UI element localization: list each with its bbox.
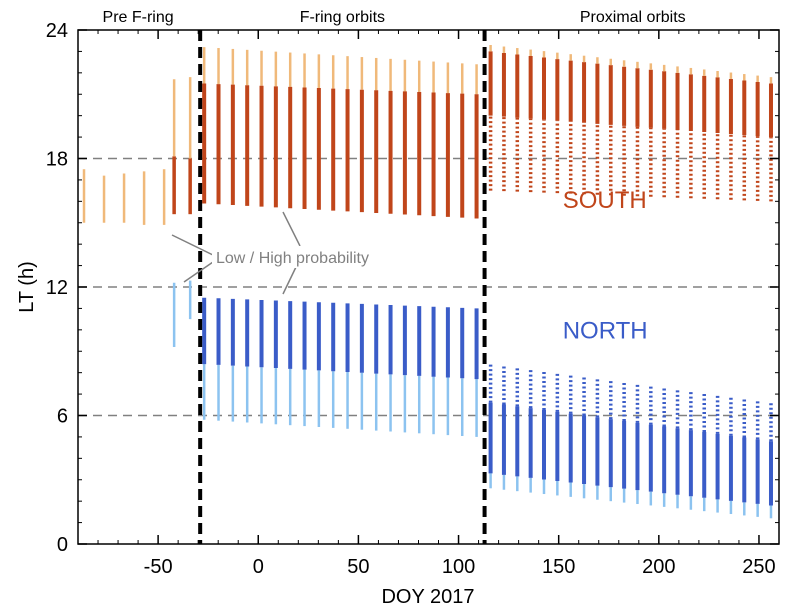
y-tick-label: 6	[57, 406, 68, 428]
x-tick-label: 0	[253, 556, 264, 578]
y-tick-label: 0	[57, 534, 68, 556]
phase-label: Proximal orbits	[580, 9, 686, 26]
annotation-text: Low / High probability	[216, 250, 369, 267]
y-axis-title: LT (h)	[16, 261, 38, 313]
reference-lines	[78, 157, 779, 417]
phase-label: F-ring orbits	[300, 9, 385, 26]
x-tick-label: 250	[742, 556, 775, 578]
y-tick-label: 24	[46, 20, 68, 42]
phase-label: Pre F-ring	[103, 9, 174, 26]
region-labels: SOUTH NORTH	[563, 187, 648, 345]
x-tick-label: 100	[442, 556, 475, 578]
axes: -50 0 50 100 150 200 250 0 6 12 18 24	[46, 20, 779, 578]
data-layer	[82, 44, 773, 519]
x-tick-label: 150	[542, 556, 575, 578]
x-tick-label: 200	[642, 556, 675, 578]
x-tick-label: 50	[347, 556, 369, 578]
annotation-pointer-south-low	[171, 234, 214, 256]
x-axis-title: DOY 2017	[381, 586, 474, 608]
phase-boundaries	[198, 30, 487, 544]
region-label-south: SOUTH	[563, 187, 647, 214]
annotation-pointer-south-high	[282, 211, 301, 247]
annotation-pointer-north-low	[183, 261, 214, 283]
y-tick-label: 12	[46, 277, 68, 299]
annotation-background	[212, 246, 416, 268]
annotation-pointer-north-high	[282, 266, 297, 295]
y-tick-label: 18	[46, 149, 68, 171]
x-tick-label: -50	[144, 556, 173, 578]
phase-labels: Pre F-ring F-ring orbits Proximal orbits	[103, 9, 686, 26]
region-label-north: NORTH	[563, 317, 648, 344]
probability-annotation: Low / High probability	[171, 211, 416, 295]
